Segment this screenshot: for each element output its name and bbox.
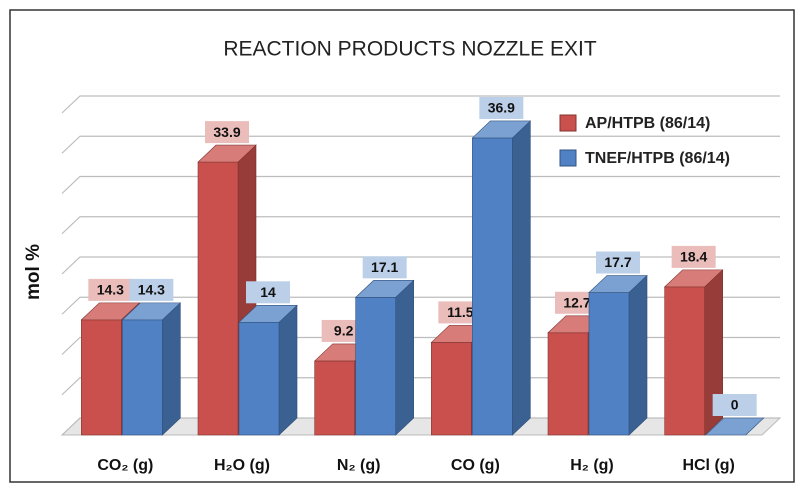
legend-label: AP/HTPB (86/14) bbox=[585, 115, 710, 132]
bar-top bbox=[197, 144, 257, 163]
bar-top bbox=[663, 269, 724, 288]
bar bbox=[355, 297, 396, 436]
value-label-bg bbox=[671, 245, 716, 268]
x-tick-label: CO (g) bbox=[451, 457, 500, 474]
bar-side bbox=[512, 120, 531, 436]
x-tick-label: CO₂ (g) bbox=[97, 457, 153, 474]
bar bbox=[547, 332, 589, 436]
x-tick-label: H₂ (g) bbox=[570, 457, 614, 474]
value-label: 11.5 bbox=[447, 304, 474, 320]
bar-top bbox=[588, 275, 648, 293]
value-label: 17.1 bbox=[371, 259, 398, 275]
value-label: 17.7 bbox=[604, 254, 631, 270]
value-label-bg bbox=[712, 394, 757, 416]
value-label: 33.9 bbox=[213, 124, 240, 140]
bar-top bbox=[121, 302, 182, 321]
bar bbox=[472, 137, 513, 436]
grid-line bbox=[61, 417, 780, 436]
grid-line bbox=[61, 175, 780, 194]
x-tick-label: N₂ (g) bbox=[337, 457, 381, 474]
value-label: 36.9 bbox=[488, 100, 515, 116]
value-label-bg bbox=[129, 278, 174, 301]
value-label: 14.3 bbox=[97, 282, 124, 298]
value-label: 9.2 bbox=[334, 323, 354, 339]
bar bbox=[314, 360, 355, 436]
value-label-bg bbox=[246, 281, 290, 304]
value-label-bg bbox=[321, 319, 366, 342]
value-label: 14.3 bbox=[138, 282, 165, 298]
y-axis-label: mol % bbox=[23, 244, 44, 300]
value-label-bg bbox=[88, 278, 133, 301]
legend-label: TNEF/HTPB (86/14) bbox=[585, 150, 730, 167]
value-label: 14 bbox=[260, 284, 276, 300]
bar bbox=[197, 161, 239, 436]
value-label-bg bbox=[555, 291, 599, 314]
bar bbox=[431, 342, 472, 436]
bar bbox=[664, 286, 705, 436]
bar-side bbox=[278, 304, 298, 436]
value-label-bg bbox=[362, 256, 407, 279]
value-label-bg bbox=[596, 251, 640, 274]
legend-swatch bbox=[559, 114, 577, 132]
value-label-bg bbox=[205, 121, 249, 144]
bar-top bbox=[80, 302, 141, 321]
bar-side bbox=[628, 274, 648, 436]
x-tick-label: HCl (g) bbox=[682, 457, 734, 474]
value-label-bg bbox=[438, 301, 483, 324]
bar-side bbox=[162, 302, 181, 436]
grid-line bbox=[61, 336, 780, 355]
chart-title: REACTION PRODUCTS NOZZLE EXIT bbox=[223, 38, 597, 61]
grid-line bbox=[61, 135, 780, 154]
legend-swatch bbox=[559, 149, 577, 167]
x-tick-label: H₂O (g) bbox=[214, 457, 270, 474]
bar bbox=[588, 292, 630, 436]
value-label: 18.4 bbox=[680, 249, 707, 265]
grid-line bbox=[61, 216, 780, 235]
value-label-bg bbox=[479, 96, 524, 119]
grid-line bbox=[61, 377, 780, 396]
grid-line bbox=[61, 256, 780, 275]
value-label: 12.7 bbox=[563, 294, 590, 310]
grid-line bbox=[61, 296, 780, 315]
bar-top bbox=[704, 417, 765, 436]
grid-line bbox=[61, 95, 780, 114]
bar-top bbox=[354, 280, 415, 298]
value-label: 0 bbox=[731, 397, 739, 413]
bar-top bbox=[471, 120, 532, 139]
bar bbox=[81, 319, 122, 436]
bar bbox=[122, 319, 163, 436]
bar bbox=[238, 321, 280, 436]
bar-top bbox=[238, 304, 298, 323]
bar-side bbox=[395, 279, 414, 436]
